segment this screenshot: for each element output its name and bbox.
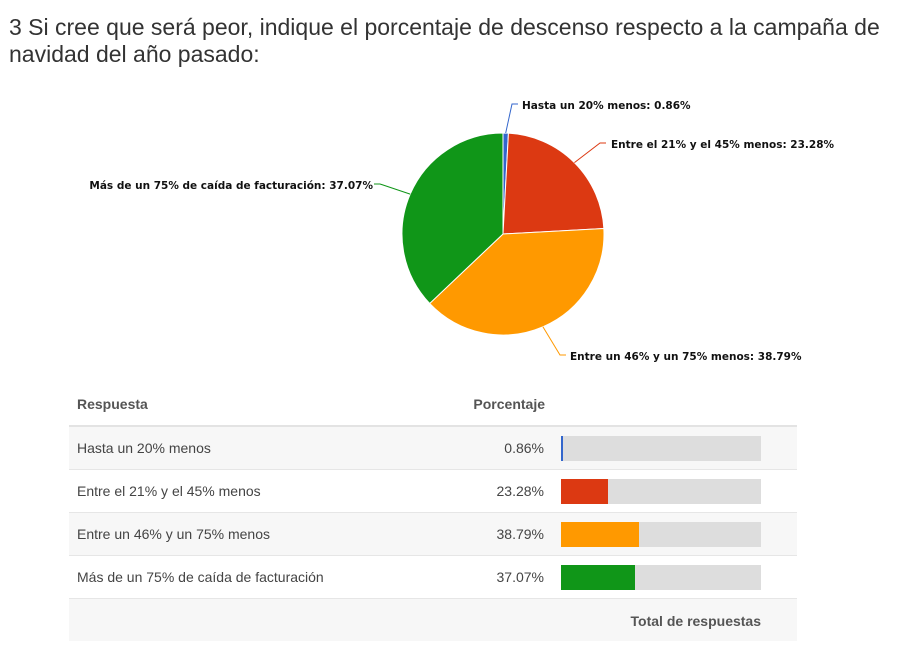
table-row: Entre un 46% y un 75% menos 38.79% [69,513,797,556]
total-label: Total de respuestas [630,613,761,629]
percent-bar-track [561,436,761,461]
row-label: Entre el 21% y el 45% menos [77,483,261,499]
percent-bar-fill [561,522,639,547]
pie-slice-label: Entre un 46% y un 75% menos: 38.79% [570,351,802,363]
row-percent: 23.28% [496,483,544,499]
header-answer: Respuesta [77,396,148,412]
pie-leader-line [505,103,518,134]
table-row: Más de un 75% de caída de facturación 37… [69,556,797,599]
row-percent: 38.79% [496,526,544,542]
row-percent: 0.86% [504,440,544,456]
pie-slice [401,132,504,305]
pie-leader-line [574,142,606,163]
question-title: 3 Si cree que será peor, indique el porc… [9,14,880,67]
pie-slice [428,228,605,336]
pie-slice-label: Más de un 75% de caída de facturación: 3… [89,180,373,192]
percent-bar-track [561,565,761,590]
table-row: Entre el 21% y el 45% menos 23.28% [69,470,797,513]
table-row: Hasta un 20% menos 0.86% [69,427,797,470]
percent-bar-fill [561,436,563,461]
pie-slice-label: Hasta un 20% menos: 0.86% [522,100,691,112]
row-percent: 37.07% [496,569,544,585]
table-header: Respuesta Porcentaje [69,383,797,427]
row-label: Entre un 46% y un 75% menos [77,526,271,542]
pie-leader-line [542,326,566,356]
table-footer: Total de respuestas [69,599,797,641]
percent-bar-fill [561,565,636,590]
row-label: Hasta un 20% menos [77,440,211,456]
pie-leader-line [374,183,411,195]
results-table: Respuesta Porcentaje Hasta un 20% menos … [69,383,797,641]
pie-slice [502,132,605,235]
percent-bar-track [561,522,761,547]
pie-slice-label: Entre el 21% y el 45% menos: 23.28% [611,139,835,151]
row-label: Más de un 75% de caída de facturación [77,569,324,585]
percent-bar-track [561,479,761,504]
percent-bar-fill [561,479,608,504]
header-percent: Porcentaje [473,396,545,412]
pie-chart: Hasta un 20% menos: 0.86% Entre el 21% y … [89,100,835,363]
